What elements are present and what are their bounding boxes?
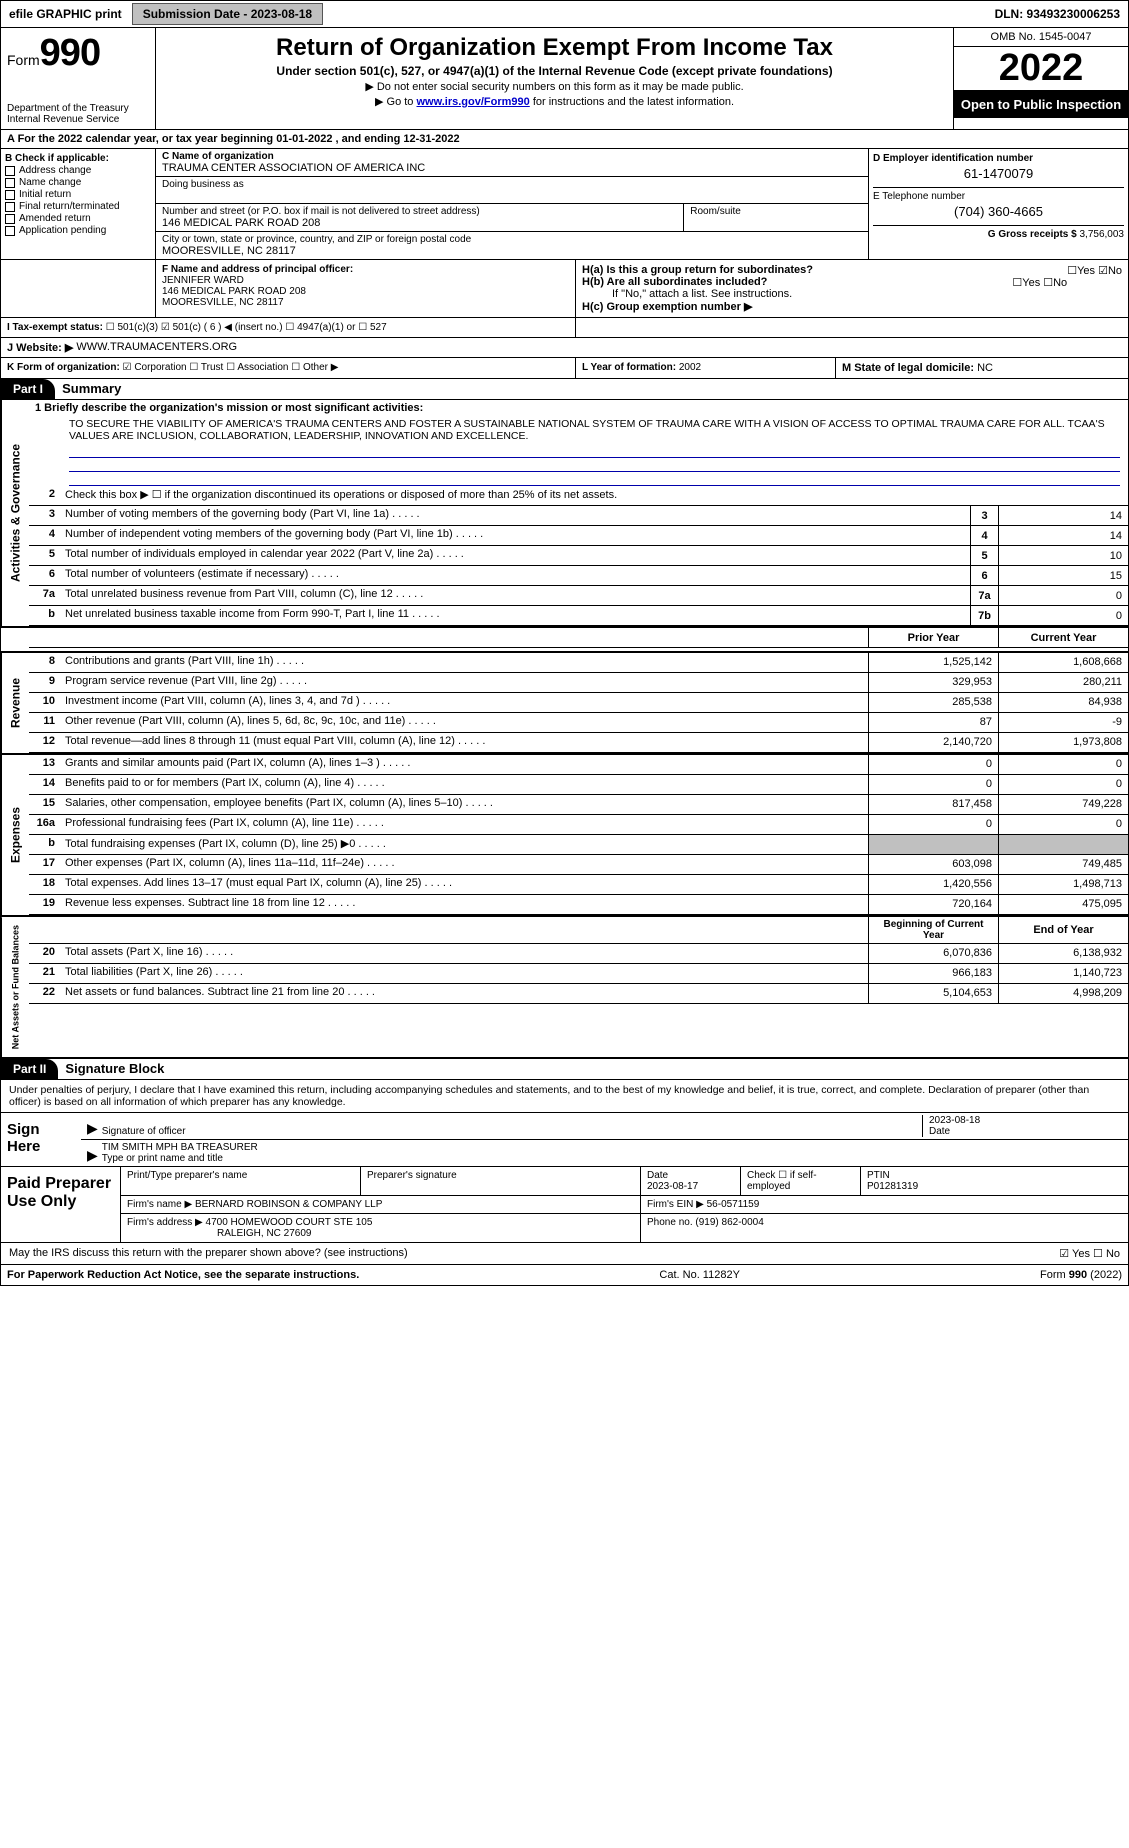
irs-link[interactable]: www.irs.gov/Form990: [416, 96, 529, 108]
org-info-block: B Check if applicable: Address change Na…: [0, 149, 1129, 260]
submission-date-button[interactable]: Submission Date - 2023-08-18: [132, 3, 323, 25]
dln-label: DLN: 93493230006253: [987, 3, 1128, 25]
checkbox-icon[interactable]: [5, 214, 15, 224]
dept-label: Department of the Treasury: [7, 103, 149, 114]
efile-label: efile GRAPHIC print: [1, 3, 130, 25]
ag-label: Activities & Governance: [1, 400, 29, 626]
open-inspection: Open to Public Inspection: [954, 91, 1128, 118]
part-ii-header: Part II: [1, 1059, 58, 1079]
checkbox-icon[interactable]: [5, 190, 15, 200]
form-title: Return of Organization Exempt From Incom…: [162, 34, 947, 62]
signature-block: Under penalties of perjury, I declare th…: [0, 1080, 1129, 1265]
footer: For Paperwork Reduction Act Notice, see …: [0, 1265, 1129, 1286]
section-fh: F Name and address of principal officer:…: [0, 260, 1129, 318]
summary-expenses: Expenses 13Grants and similar amounts pa…: [0, 755, 1129, 917]
omb-number: OMB No. 1545-0047: [954, 28, 1128, 47]
form-note1: ▶ Do not enter social security numbers o…: [162, 80, 947, 93]
mission-text: TO SECURE THE VIABILITY OF AMERICA'S TRA…: [29, 416, 1128, 444]
form-number: 990: [40, 32, 100, 74]
part-i-header: Part I: [1, 379, 55, 399]
section-deg: D Employer identification number 61-1470…: [868, 149, 1128, 259]
tax-year: 2022: [954, 47, 1128, 91]
irs-label: Internal Revenue Service: [7, 114, 149, 125]
form-note2: ▶ Go to www.irs.gov/Form990 for instruct…: [162, 95, 947, 108]
form-subtitle: Under section 501(c), 527, or 4947(a)(1)…: [162, 64, 947, 78]
checkbox-icon[interactable]: [5, 202, 15, 212]
form-label: Form: [7, 52, 40, 68]
form-header: Form990 Department of the Treasury Inter…: [0, 28, 1129, 130]
top-bar: efile GRAPHIC print Submission Date - 20…: [0, 0, 1129, 28]
form-footer: Form 990 (2022): [1040, 1269, 1122, 1281]
summary-revenue: Revenue 8Contributions and grants (Part …: [0, 653, 1129, 755]
checkbox-icon[interactable]: [5, 178, 15, 188]
checkbox-icon[interactable]: [5, 226, 15, 236]
section-b: B Check if applicable: Address change Na…: [1, 149, 156, 259]
phone-value: (704) 360-4665: [873, 204, 1124, 219]
summary-ag: Activities & Governance 1 Briefly descri…: [0, 400, 1129, 626]
ein-value: 61-1470079: [873, 166, 1124, 181]
section-a: A For the 2022 calendar year, or tax yea…: [1, 130, 466, 148]
checkbox-icon[interactable]: [5, 166, 15, 176]
section-c: C Name of organizationTRAUMA CENTER ASSO…: [156, 149, 868, 259]
website-value: WWW.TRAUMACENTERS.ORG: [76, 341, 237, 354]
